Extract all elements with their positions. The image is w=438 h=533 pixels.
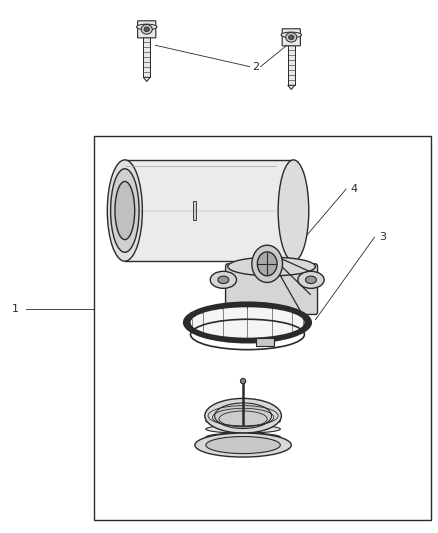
Ellipse shape (305, 276, 316, 284)
Bar (94, 136, 431, 520)
Ellipse shape (215, 403, 272, 429)
Ellipse shape (184, 302, 311, 343)
Ellipse shape (240, 378, 246, 384)
Ellipse shape (141, 25, 152, 34)
Polygon shape (288, 85, 295, 90)
Text: 1: 1 (12, 304, 19, 314)
Ellipse shape (115, 181, 134, 240)
Ellipse shape (195, 433, 291, 457)
FancyBboxPatch shape (226, 264, 318, 314)
Ellipse shape (206, 437, 280, 454)
Ellipse shape (107, 160, 142, 261)
Ellipse shape (257, 252, 277, 276)
Ellipse shape (298, 271, 324, 288)
Bar (143, 37, 150, 77)
Ellipse shape (110, 169, 139, 252)
Ellipse shape (210, 271, 237, 288)
Ellipse shape (278, 160, 309, 261)
Text: 4: 4 (350, 184, 357, 194)
Ellipse shape (206, 433, 280, 441)
Polygon shape (143, 77, 150, 82)
Bar (125, 160, 298, 261)
Bar (193, 201, 196, 220)
Ellipse shape (281, 32, 301, 38)
Ellipse shape (205, 399, 281, 433)
Bar (256, 309, 274, 341)
Bar (256, 338, 274, 346)
Bar (234, 309, 250, 336)
Ellipse shape (206, 425, 280, 433)
Bar (288, 45, 295, 85)
FancyBboxPatch shape (138, 21, 156, 38)
Ellipse shape (286, 33, 297, 42)
Text: 2: 2 (252, 62, 259, 71)
Ellipse shape (218, 276, 229, 284)
Ellipse shape (289, 35, 294, 40)
Ellipse shape (206, 417, 280, 425)
Ellipse shape (206, 409, 280, 417)
Ellipse shape (191, 307, 304, 338)
FancyBboxPatch shape (282, 29, 300, 46)
Ellipse shape (252, 245, 283, 282)
Ellipse shape (228, 257, 315, 276)
Ellipse shape (144, 27, 149, 32)
Text: 3: 3 (379, 232, 386, 242)
Ellipse shape (137, 24, 157, 30)
